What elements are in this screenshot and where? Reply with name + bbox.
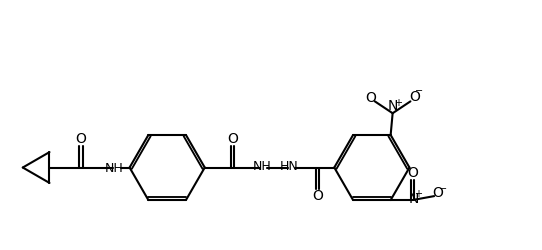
Text: N: N: [388, 99, 398, 113]
Text: −: −: [415, 86, 423, 97]
Text: O: O: [407, 166, 418, 180]
Text: O: O: [76, 132, 87, 146]
Text: O: O: [365, 92, 376, 106]
Text: HN: HN: [280, 160, 299, 173]
Text: +: +: [393, 98, 402, 108]
Text: O: O: [227, 132, 238, 146]
Text: O: O: [433, 186, 443, 200]
Text: N: N: [408, 192, 418, 206]
Text: O: O: [409, 90, 420, 104]
Text: −: −: [439, 184, 447, 194]
Text: NH: NH: [253, 160, 272, 173]
Text: +: +: [414, 189, 422, 199]
Text: O: O: [312, 189, 323, 203]
Text: NH: NH: [105, 162, 123, 175]
